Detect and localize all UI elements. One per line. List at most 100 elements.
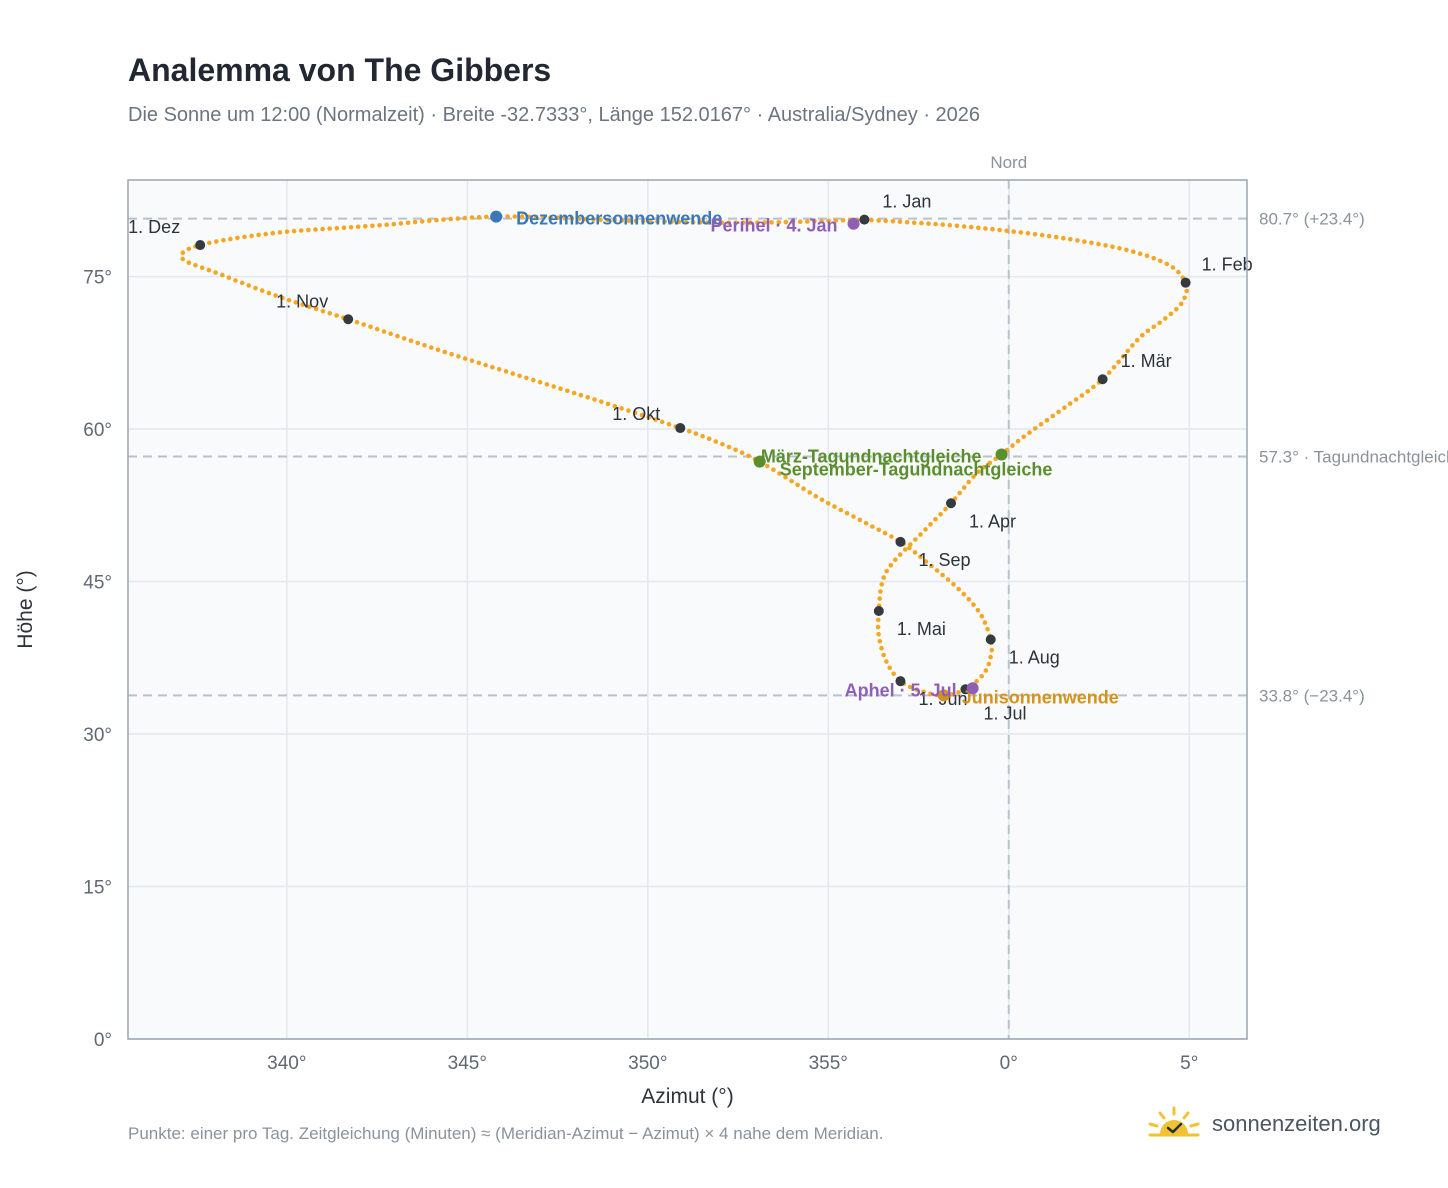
day-dot [882, 530, 888, 536]
day-dot [968, 224, 974, 230]
day-dot [879, 645, 884, 651]
day-dot [985, 626, 990, 632]
day-dot [313, 227, 318, 232]
day-dot [719, 220, 724, 225]
day-dot [655, 219, 660, 224]
day-dot [517, 373, 522, 379]
day-dot [1184, 288, 1189, 294]
day-dot [1164, 261, 1170, 267]
day-dot [496, 367, 502, 372]
day-dot [982, 620, 988, 625]
day-dot [1144, 253, 1150, 259]
brand-name[interactable]: sonnenzeiten.org [1212, 1111, 1381, 1136]
day-dot [653, 417, 658, 422]
day-dot [1027, 430, 1032, 435]
day-dot [228, 236, 233, 242]
day-dot [626, 408, 631, 413]
day-dot [983, 668, 989, 673]
day-dot [348, 225, 354, 230]
day-dot [193, 263, 198, 268]
day-dot [1025, 231, 1031, 236]
day-dot [214, 239, 219, 244]
day-dot [427, 218, 432, 224]
day-dot [876, 218, 881, 223]
day-dot [505, 214, 511, 219]
day-dot [926, 221, 931, 226]
day-dot [449, 351, 454, 357]
day-dot [612, 403, 618, 409]
day-dot [923, 559, 929, 564]
x-tick-label: 350° [628, 1053, 667, 1074]
day-dot [435, 347, 441, 353]
day-dot [961, 485, 967, 490]
day-dot [533, 214, 539, 220]
day-dot [555, 215, 560, 221]
day-dot [877, 638, 883, 644]
day-dot [327, 226, 333, 231]
day-dot [395, 333, 400, 339]
day-dot [951, 582, 956, 587]
day-dot [1075, 238, 1080, 243]
x-tick-label: 5° [1180, 1053, 1198, 1074]
month-marker [895, 676, 906, 687]
day-dot [878, 589, 883, 594]
day-dot [1046, 233, 1052, 239]
day-dot [270, 230, 276, 236]
day-dot [911, 220, 917, 225]
page-title: Analemma von The Gibbers [128, 52, 552, 88]
day-dot [690, 219, 696, 225]
day-dot [1182, 295, 1187, 301]
day-dot [863, 520, 869, 526]
day-dot [919, 220, 924, 226]
day-dot [1125, 348, 1131, 354]
day-dot [526, 214, 532, 220]
day-dot [1106, 370, 1112, 375]
day-dot [812, 219, 817, 224]
day-dot [363, 224, 368, 229]
day-dot [987, 460, 993, 466]
altitude-ref-label: 33.8° (−23.4°) [1259, 686, 1365, 705]
day-dot [1011, 229, 1016, 234]
day-dot [1096, 241, 1101, 247]
day-dot [844, 510, 850, 516]
day-dot [889, 534, 894, 539]
month-label: 1. Mär [1121, 351, 1172, 371]
day-dot [334, 225, 340, 231]
month-label: 1. Apr [969, 511, 1016, 531]
brand[interactable]: sonnenzeiten.org [1146, 1104, 1381, 1144]
x-axis-title: Azimut (°) [641, 1085, 733, 1108]
day-dot [220, 272, 225, 278]
day-dot [401, 336, 407, 341]
day-dot [249, 233, 254, 239]
day-dot [1178, 301, 1184, 307]
day-dot [940, 222, 945, 227]
day-dot [713, 439, 719, 444]
day-dot [419, 219, 425, 224]
day-dot [562, 215, 567, 221]
day-dot [783, 475, 788, 480]
plot-area [128, 180, 1247, 1039]
day-dot [434, 217, 439, 223]
day-dot [1061, 235, 1066, 241]
day-dot [284, 229, 290, 234]
month-marker [1180, 277, 1191, 288]
day-dot [840, 218, 846, 223]
day-dot [565, 388, 570, 394]
day-dot [1018, 230, 1024, 235]
day-dot [918, 532, 923, 537]
day-dot [877, 596, 882, 601]
day-dot [986, 661, 992, 667]
day-dot [483, 362, 488, 368]
day-dot [740, 220, 746, 225]
day-dot [807, 490, 812, 495]
day-dot [956, 690, 961, 695]
day-dot [298, 228, 304, 233]
day-dot [943, 506, 948, 512]
day-dot [448, 216, 454, 222]
day-dot [988, 654, 993, 660]
day-dot [503, 369, 509, 374]
day-dot [974, 679, 979, 684]
day-dot [583, 216, 589, 222]
day-dot [966, 479, 971, 485]
